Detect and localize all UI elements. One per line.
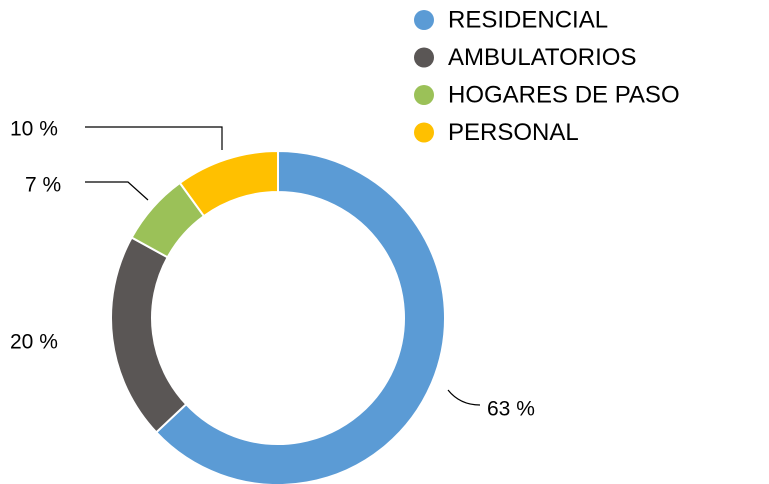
- data-label: 10 %: [10, 118, 58, 141]
- donut-segment: [110, 236, 188, 434]
- leader-line: [447, 389, 481, 406]
- legend-label: HOGARES DE PASO: [448, 81, 680, 108]
- leader-line: [85, 181, 149, 201]
- legend-swatch: [414, 85, 434, 105]
- legend-label: AMBULATORIOS: [448, 44, 636, 71]
- legend-swatch: [414, 10, 434, 30]
- data-label: 20 %: [10, 331, 58, 354]
- legend-swatch: [414, 47, 434, 68]
- data-label: 63 %: [487, 398, 535, 421]
- data-label: 7 %: [25, 174, 61, 197]
- donut-segment: [154, 149, 446, 484]
- donut-segment: [178, 149, 279, 218]
- legend-label: PERSONAL: [448, 119, 579, 146]
- legend-swatch: [414, 122, 434, 143]
- legend-label: RESIDENCIAL: [448, 6, 608, 33]
- leader-lines: [85, 126, 481, 406]
- leader-line: [85, 126, 223, 150]
